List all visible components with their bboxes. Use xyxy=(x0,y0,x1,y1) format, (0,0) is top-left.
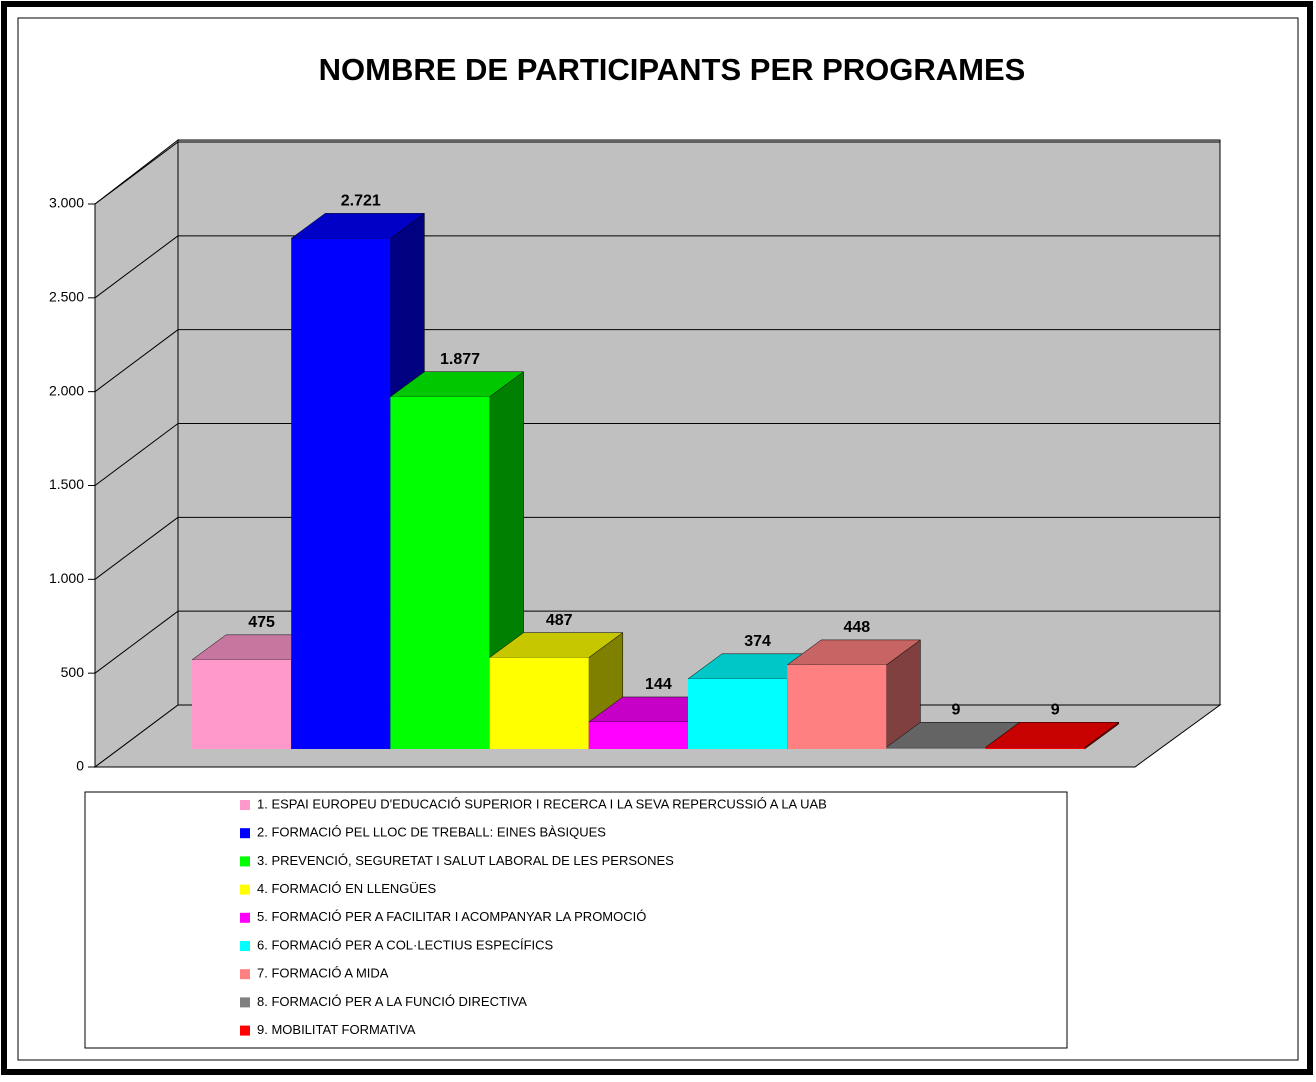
legend-swatch xyxy=(240,828,250,839)
legend-swatch xyxy=(240,800,250,810)
bar xyxy=(886,747,986,749)
grid-line xyxy=(94,141,179,205)
value-label: 9 xyxy=(1051,702,1060,719)
grid-line xyxy=(94,516,179,580)
chart-title: NOMBRE DE PARTICIPANTS PER PROGRAMES xyxy=(319,52,1026,87)
value-label: 9 xyxy=(952,702,961,719)
grid-line xyxy=(94,610,179,674)
bars: 475 2.721 1.877 487 144 374 448 9 9 xyxy=(191,193,1120,750)
value-label: 1.877 xyxy=(440,351,480,368)
y-tick-label: 1.500 xyxy=(49,476,84,492)
y-tick-label: 1.000 xyxy=(49,570,84,586)
y-tick-label: 2.000 xyxy=(49,382,84,398)
value-label: 475 xyxy=(248,614,275,631)
legend-items: 1. ESPAI EUROPEU D'EDUCACIÓ SUPERIOR I R… xyxy=(240,796,827,1037)
legend-label: 5. FORMACIÓ PER A FACILITAR I ACOMPANYAR… xyxy=(257,909,646,924)
legend-swatch xyxy=(240,912,250,923)
legend-label: 7. FORMACIÓ A MIDA xyxy=(257,966,389,981)
side-wall xyxy=(94,138,179,768)
legend-label: 4. FORMACIÓ EN LLENGÜES xyxy=(257,881,436,896)
inner-frame xyxy=(17,17,1299,1061)
y-tick-label: 3.000 xyxy=(49,195,84,211)
bar xyxy=(688,678,788,749)
bar xyxy=(985,747,1085,749)
legend-label: 9. MOBILITAT FORMATIVA xyxy=(257,1022,416,1037)
bar xyxy=(291,238,391,749)
legend-swatch xyxy=(240,884,250,895)
value-label: 144 xyxy=(645,676,672,693)
grid-line xyxy=(94,235,179,299)
bar xyxy=(787,664,887,749)
legend-label: 6. FORMACIÓ PER A COL·LECTIUS ESPECÍFICS xyxy=(257,937,554,952)
legend-swatch xyxy=(240,856,250,867)
value-label: 374 xyxy=(744,633,771,650)
y-tick-label: 500 xyxy=(61,664,85,680)
legend-swatch xyxy=(240,941,250,951)
value-label: 487 xyxy=(546,612,573,629)
legend-swatch xyxy=(240,1025,250,1036)
y-tick-label: 2.500 xyxy=(49,289,84,305)
grid-line xyxy=(94,329,179,393)
legend-swatch xyxy=(240,997,250,1008)
bar xyxy=(588,721,688,749)
legend-label: 8. FORMACIÓ PER A LA FUNCIÓ DIRECTIVA xyxy=(257,994,527,1009)
y-tick-label: 0 xyxy=(76,758,84,774)
bar xyxy=(489,657,589,749)
grid-line xyxy=(94,423,179,486)
value-label: 448 xyxy=(843,619,870,636)
value-label: 2.721 xyxy=(341,193,381,210)
legend-label: 1. ESPAI EUROPEU D'EDUCACIÓ SUPERIOR I R… xyxy=(257,796,827,811)
legend-label: 3. PREVENCIÓ, SEGURETAT I SALUT LABORAL … xyxy=(257,853,674,868)
bar xyxy=(390,396,490,749)
bar xyxy=(192,659,292,749)
legend-label: 2. FORMACIÓ PEL LLOC DE TREBALL: EINES B… xyxy=(257,825,606,840)
legend-swatch xyxy=(240,969,250,980)
